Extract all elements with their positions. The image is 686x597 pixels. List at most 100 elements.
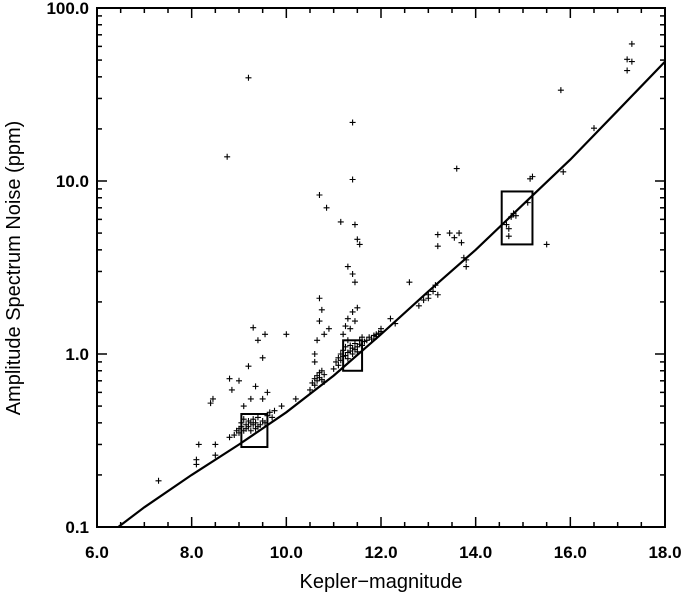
x-tick-label: 18.0	[648, 543, 681, 562]
data-point	[557, 87, 564, 94]
data-point	[349, 308, 356, 315]
y-tick-label: 10.0	[56, 172, 89, 191]
data-point	[278, 403, 285, 410]
data-point	[321, 331, 328, 338]
data-point	[226, 434, 233, 441]
data-point	[247, 427, 254, 434]
highlight-box	[342, 339, 364, 372]
data-point	[212, 452, 219, 459]
data-point	[434, 231, 441, 238]
data-point	[247, 395, 254, 402]
y-tick-labels: 0.1 1.0 10.0 100.0	[46, 0, 89, 537]
data-point	[347, 325, 354, 332]
data-point	[316, 295, 323, 302]
data-point	[224, 153, 231, 160]
data-point	[351, 340, 358, 347]
data-point	[311, 382, 318, 389]
data-point	[503, 221, 510, 228]
plot-frame	[96, 7, 666, 528]
data-point	[344, 315, 351, 322]
data-point	[359, 334, 366, 341]
data-point	[420, 297, 427, 304]
data-point	[245, 423, 252, 430]
data-point	[337, 218, 344, 225]
data-point	[415, 302, 422, 309]
x-tick-label: 12.0	[364, 543, 397, 562]
data-point	[434, 291, 441, 298]
data-point	[195, 441, 202, 448]
data-point	[228, 386, 235, 393]
data-point	[266, 409, 273, 416]
data-point	[323, 204, 330, 211]
data-point	[193, 456, 200, 463]
data-point	[505, 225, 512, 232]
data-point	[354, 236, 361, 243]
x-tick-label: 10.0	[270, 543, 303, 562]
data-point	[207, 400, 214, 407]
data-point	[333, 358, 340, 365]
data-point	[430, 288, 437, 295]
highlight-box	[240, 412, 269, 449]
data-point	[378, 325, 384, 332]
x-tick-label: 6.0	[85, 543, 109, 562]
data-point	[349, 271, 356, 278]
data-point	[271, 407, 278, 414]
data-point	[628, 40, 635, 47]
highlight-boxes	[240, 190, 534, 449]
fit-curve	[117, 60, 666, 528]
data-point	[314, 377, 321, 384]
data-point	[351, 279, 358, 286]
data-point	[254, 337, 261, 344]
x-tick-labels: 6.0 8.0 10.0 12.0 14.0 16.0 18.0	[85, 543, 681, 562]
data-point	[316, 318, 323, 325]
data-point	[342, 323, 349, 330]
data-point	[226, 375, 233, 382]
data-point	[252, 419, 259, 426]
data-point	[236, 377, 242, 384]
data-point	[231, 432, 238, 439]
data-point	[368, 336, 375, 343]
data-point	[463, 263, 470, 270]
data-points	[155, 40, 635, 484]
data-point	[349, 176, 356, 183]
data-point	[316, 191, 323, 198]
x-tick-label: 8.0	[180, 543, 204, 562]
data-point	[269, 414, 276, 421]
data-point	[363, 337, 370, 344]
data-point	[283, 331, 290, 338]
highlight-box	[500, 190, 534, 246]
data-point	[456, 230, 463, 237]
data-point	[259, 354, 266, 361]
x-tick-label: 16.0	[554, 543, 587, 562]
data-point	[245, 74, 252, 81]
data-point	[307, 386, 313, 393]
data-point	[512, 212, 519, 219]
data-point	[624, 67, 631, 74]
data-point	[351, 318, 358, 325]
data-point	[262, 331, 269, 338]
data-point	[259, 395, 266, 402]
data-point	[387, 315, 394, 322]
data-point	[250, 324, 257, 331]
axis-ticks	[96, 8, 666, 528]
data-point	[292, 395, 299, 402]
data-point	[212, 441, 219, 448]
data-point	[453, 165, 460, 172]
data-point	[330, 365, 337, 372]
data-point	[434, 243, 441, 250]
data-point	[340, 331, 347, 338]
data-point	[349, 351, 356, 357]
data-point	[344, 355, 351, 362]
data-point	[451, 234, 458, 241]
data-point	[628, 58, 635, 65]
data-point	[446, 230, 453, 237]
data-point	[254, 414, 261, 421]
data-point	[252, 383, 259, 390]
y-axis-label: Amplitude Spectrum Noise (ppm)	[3, 121, 25, 416]
data-point	[349, 119, 356, 126]
data-point	[318, 367, 325, 374]
data-point	[257, 421, 264, 428]
data-point	[264, 389, 271, 396]
x-tick-label: 14.0	[459, 543, 492, 562]
data-point	[458, 239, 465, 246]
